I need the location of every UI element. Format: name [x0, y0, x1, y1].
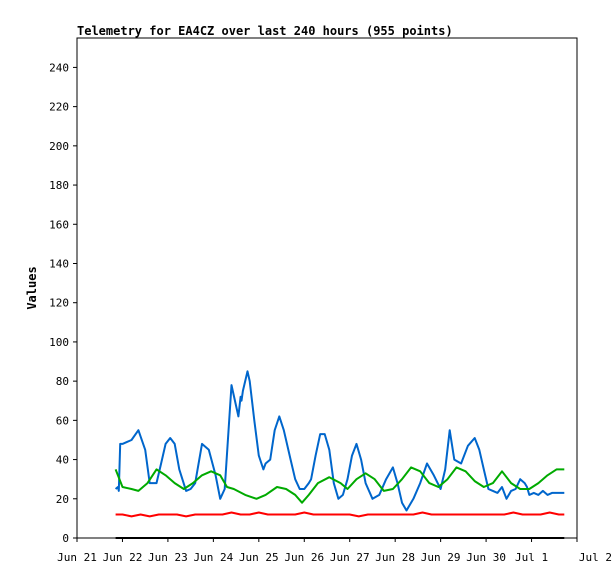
x-tick-label: Jun 25 [239, 551, 279, 564]
plot-frame [76, 37, 578, 539]
x-axis: Jun 21 Jun 22 Jun 23 Jun 24 Jun 25 Jun 26 Jun … [57, 538, 612, 564]
x-tick-label: Jun 28 [375, 551, 415, 564]
x-tick-label: Jun 30 [466, 551, 506, 564]
series-line-1 [114, 370, 565, 512]
y-tick-label: 240 [49, 61, 69, 74]
y-tick-label: 200 [49, 140, 69, 153]
x-tick-label: Jun 29 [421, 551, 461, 564]
y-tick-label: 60 [56, 414, 69, 427]
y-tick-label: 0 [62, 532, 69, 545]
y-tick-label: 80 [56, 375, 69, 388]
x-tick-label: Jul 2 [579, 551, 612, 564]
y-tick-label: 220 [49, 101, 69, 114]
y-axis-label: Values [25, 266, 39, 309]
y-tick-label: 40 [56, 454, 69, 467]
y-axis: 0 20 40 60 80 100 120 140 160 180 200 220 240 [49, 61, 77, 545]
chart-title: Telemetry for EA4CZ over last 240 hours … [77, 24, 453, 38]
y-tick-label: 120 [49, 297, 69, 310]
x-tick-label: Jun 27 [330, 551, 370, 564]
y-tick-label: 180 [49, 179, 69, 192]
x-tick-label: Jun 26 [284, 551, 324, 564]
y-tick-label: 140 [49, 257, 69, 270]
x-tick-label: Jul 1 [515, 551, 548, 564]
x-tick-label: Jun 22 [103, 551, 143, 564]
y-tick-label: 100 [49, 336, 69, 349]
y-tick-label: 20 [56, 493, 69, 506]
series-layer [114, 370, 565, 539]
y-tick-label: 160 [49, 218, 69, 231]
x-tick-label: Jun 24 [193, 551, 233, 564]
series-line-3 [115, 511, 565, 518]
x-tick-label: Jun 23 [148, 551, 188, 564]
series-line-2 [114, 466, 565, 504]
x-tick-label: Jun 21 [57, 551, 97, 564]
